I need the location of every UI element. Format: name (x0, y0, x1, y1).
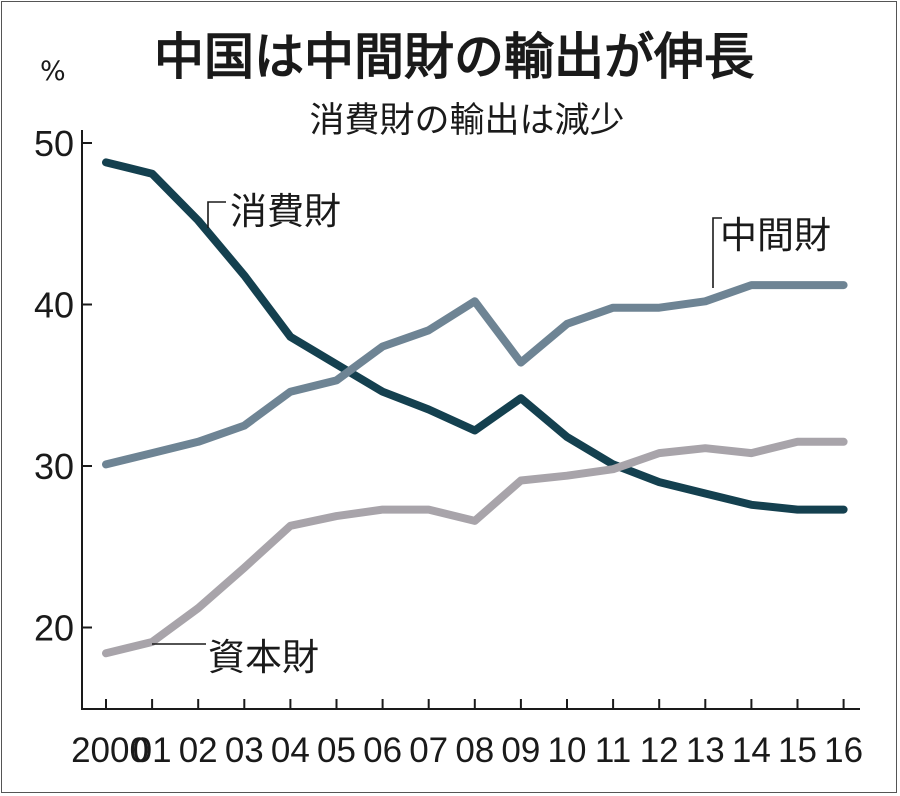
y-tick-label: 50 (34, 123, 74, 164)
x-tick-label: 02 (179, 731, 218, 770)
x-tick-label: 09 (501, 731, 540, 770)
x-tick-label: 04 (271, 731, 310, 770)
leader-consumer-goods (207, 201, 226, 228)
y-tick-label: 30 (34, 446, 74, 487)
series-label-capital-goods: 資本財 (208, 636, 319, 679)
x-tick-label: 11 (595, 731, 631, 770)
x-tick-label: 05 (317, 731, 356, 770)
axis-lines (81, 130, 860, 710)
series-line-2 (102, 437, 848, 658)
leader-intermediate-goods (712, 217, 722, 288)
x-tick-label: 15 (778, 731, 817, 770)
series-lines (102, 158, 848, 658)
x-tick-label: 07 (409, 731, 448, 770)
x-tick-label: 13 (686, 731, 725, 770)
series-line-0 (102, 158, 848, 514)
x-tick-label: 16 (824, 731, 863, 770)
y-tick-label: 20 (34, 608, 74, 649)
series-leaders (152, 201, 722, 645)
series-line-1 (102, 281, 848, 469)
series-label-consumer-goods: 消費財 (230, 190, 341, 233)
chart-subtitle: 消費財の輸出は減少 (309, 101, 624, 141)
x-tick-label: 08 (455, 731, 494, 770)
x-tick-label: 01 (133, 731, 172, 770)
x-tick-label: 06 (363, 731, 402, 770)
y-tick-label: 40 (34, 285, 74, 326)
y-tick-labels: 20 30 40 50 (34, 123, 74, 649)
axes (81, 130, 860, 710)
x-tick-label: 14 (732, 731, 771, 770)
x-tick-label: 2000 (71, 731, 149, 770)
y-axis-unit: % (40, 56, 66, 87)
x-tick-label: 10 (548, 731, 587, 770)
series-label-intermediate-goods: 中間財 (720, 214, 831, 257)
x-tick-label: 12 (640, 731, 679, 770)
x-tick-label: 03 (225, 731, 264, 770)
chart-title: 中国は中間財の輸出が伸長 (154, 28, 755, 86)
